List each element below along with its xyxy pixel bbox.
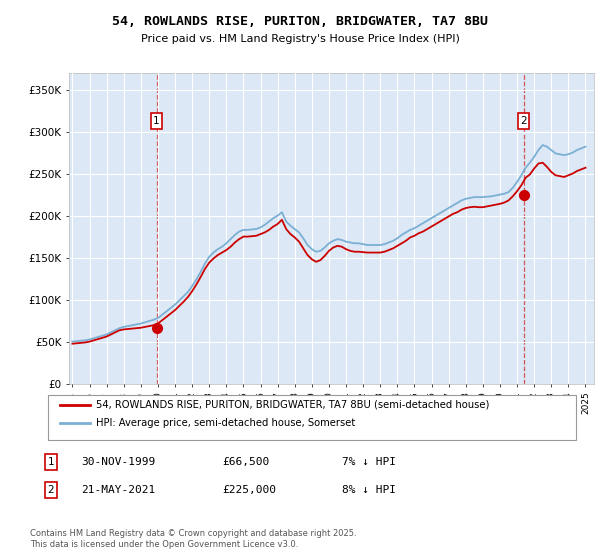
Text: 1: 1 [153,116,160,126]
Text: Price paid vs. HM Land Registry's House Price Index (HPI): Price paid vs. HM Land Registry's House … [140,34,460,44]
Text: 8% ↓ HPI: 8% ↓ HPI [342,485,396,495]
Text: 21-MAY-2021: 21-MAY-2021 [81,485,155,495]
Text: 2: 2 [47,485,55,495]
Text: 54, ROWLANDS RISE, PURITON, BRIDGWATER, TA7 8BU: 54, ROWLANDS RISE, PURITON, BRIDGWATER, … [112,15,488,28]
Text: 7% ↓ HPI: 7% ↓ HPI [342,457,396,467]
Text: 54, ROWLANDS RISE, PURITON, BRIDGWATER, TA7 8BU (semi-detached house): 54, ROWLANDS RISE, PURITON, BRIDGWATER, … [96,400,490,410]
Text: Contains HM Land Registry data © Crown copyright and database right 2025.
This d: Contains HM Land Registry data © Crown c… [30,529,356,549]
Text: 1: 1 [47,457,55,467]
Text: HPI: Average price, semi-detached house, Somerset: HPI: Average price, semi-detached house,… [96,418,355,428]
Text: 2: 2 [520,116,527,126]
Text: £225,000: £225,000 [222,485,276,495]
Text: 30-NOV-1999: 30-NOV-1999 [81,457,155,467]
Text: £66,500: £66,500 [222,457,269,467]
